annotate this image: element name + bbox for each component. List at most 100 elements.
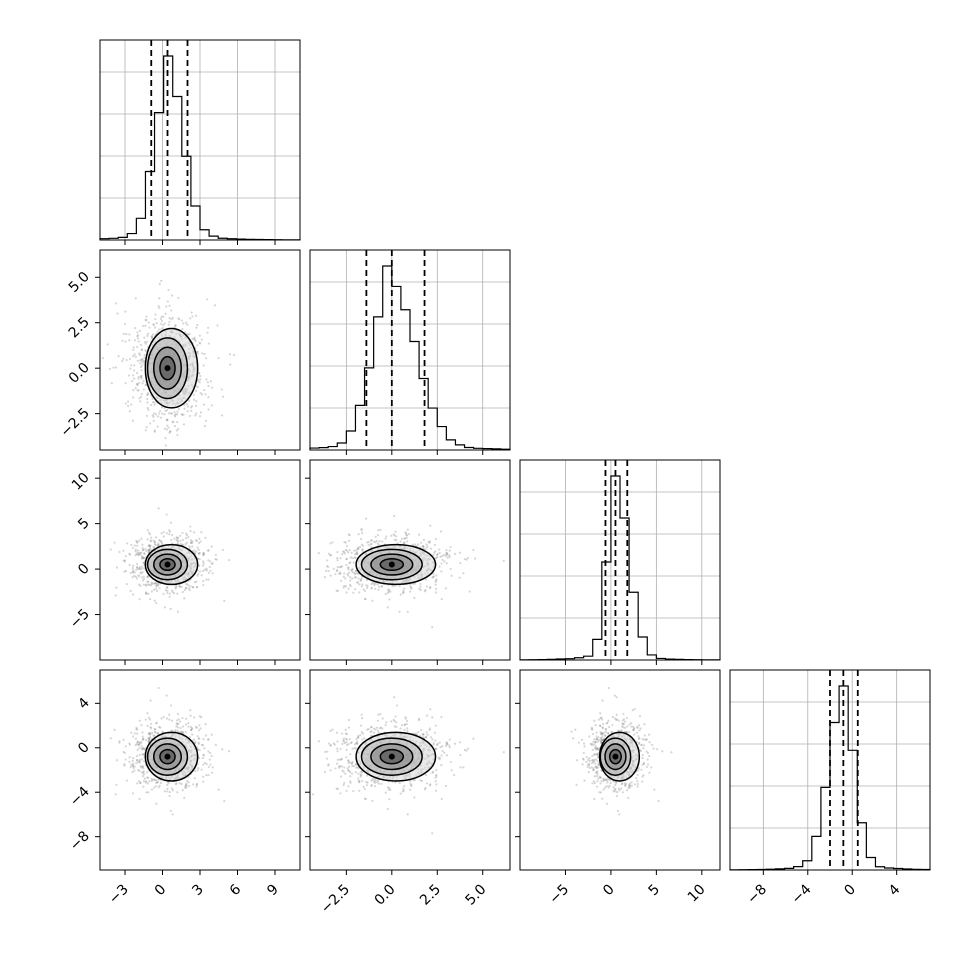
sample-point (151, 397, 154, 400)
sample-point (370, 586, 373, 589)
sample-point (438, 741, 441, 744)
sample-point (463, 557, 466, 561)
sample-point (158, 539, 161, 542)
sample-point (582, 751, 585, 755)
sample-point (425, 547, 428, 550)
sample-point (380, 584, 384, 588)
sample-point (355, 766, 358, 769)
sample-point (472, 548, 475, 551)
sample-point (192, 393, 195, 396)
sample-point (193, 531, 196, 534)
sample-point (154, 587, 158, 590)
sample-point (154, 543, 157, 547)
sample-point (453, 742, 457, 745)
sample-point (601, 733, 604, 736)
sample-point (130, 403, 133, 406)
sample-point (600, 780, 603, 783)
sample-point (361, 738, 364, 741)
sample-point (122, 332, 125, 335)
sample-point (202, 579, 205, 583)
sample-point (169, 809, 172, 813)
sample-point (146, 576, 149, 579)
sample-point (196, 386, 199, 389)
sample-point (123, 570, 126, 573)
sample-point (168, 533, 171, 536)
sample-point (168, 595, 171, 598)
sample-point (356, 551, 359, 554)
sample-point (134, 548, 137, 551)
sample-point (201, 756, 205, 760)
contour-line (159, 748, 176, 765)
sample-point (348, 571, 351, 574)
sample-point (342, 575, 345, 578)
sample-point (142, 737, 145, 741)
sample-point (136, 334, 140, 337)
sample-point (157, 542, 160, 545)
sample-point (350, 762, 353, 765)
sample-point (395, 725, 398, 728)
sample-point (133, 769, 136, 772)
sample-point (181, 716, 184, 720)
sample-point (173, 414, 176, 417)
sample-point (115, 566, 119, 569)
sample-point (353, 571, 356, 574)
sample-point (144, 429, 147, 432)
sample-point (424, 588, 427, 592)
sample-point (175, 585, 178, 588)
sample-point (144, 350, 148, 353)
sample-point (167, 412, 171, 415)
sample-point (359, 578, 362, 581)
sample-point (370, 784, 373, 787)
sample-point (145, 340, 149, 343)
sample-point (641, 763, 644, 766)
sample-point (377, 782, 381, 785)
sample-point (388, 589, 391, 592)
sample-point (317, 740, 320, 743)
sample-point (124, 555, 127, 558)
grid-lines (100, 40, 300, 240)
sample-point (598, 738, 601, 742)
sample-point (335, 589, 338, 592)
sample-point (443, 560, 446, 563)
sample-point (184, 321, 188, 324)
sample-point (207, 559, 210, 562)
sample-point (376, 583, 379, 586)
sample-point (202, 775, 205, 778)
sample-point (158, 282, 161, 286)
sample-point (181, 590, 184, 594)
sample-point (326, 750, 329, 753)
sample-point (329, 574, 332, 577)
sample-point (141, 547, 144, 550)
sample-point (355, 569, 358, 572)
sample-point (143, 552, 146, 555)
sample-point (606, 781, 609, 784)
sample-point (312, 793, 315, 796)
sample-point (350, 762, 354, 765)
sample-point (361, 583, 364, 586)
sample-point (179, 539, 182, 543)
sample-point (393, 720, 396, 723)
sample-point (323, 576, 327, 579)
sample-point (147, 739, 150, 743)
contour-line (159, 355, 176, 381)
sample-point (196, 585, 199, 589)
sample-point (128, 742, 131, 745)
sample-point (157, 328, 161, 331)
sample-point (331, 728, 334, 731)
sample-point (164, 436, 167, 440)
sample-point (449, 760, 452, 764)
sample-point (193, 777, 196, 780)
sample-point (171, 420, 174, 424)
sample-point (181, 543, 184, 546)
sample-point (395, 539, 398, 542)
sample-point (426, 733, 429, 736)
sample-point (168, 316, 171, 320)
sample-point (360, 529, 363, 532)
histogram-step (519, 475, 721, 661)
sample-point (443, 751, 446, 754)
sample-point (375, 539, 378, 542)
sample-point (108, 367, 111, 371)
sample-point (631, 709, 634, 712)
sample-point (136, 544, 139, 547)
sample-point (137, 381, 141, 385)
